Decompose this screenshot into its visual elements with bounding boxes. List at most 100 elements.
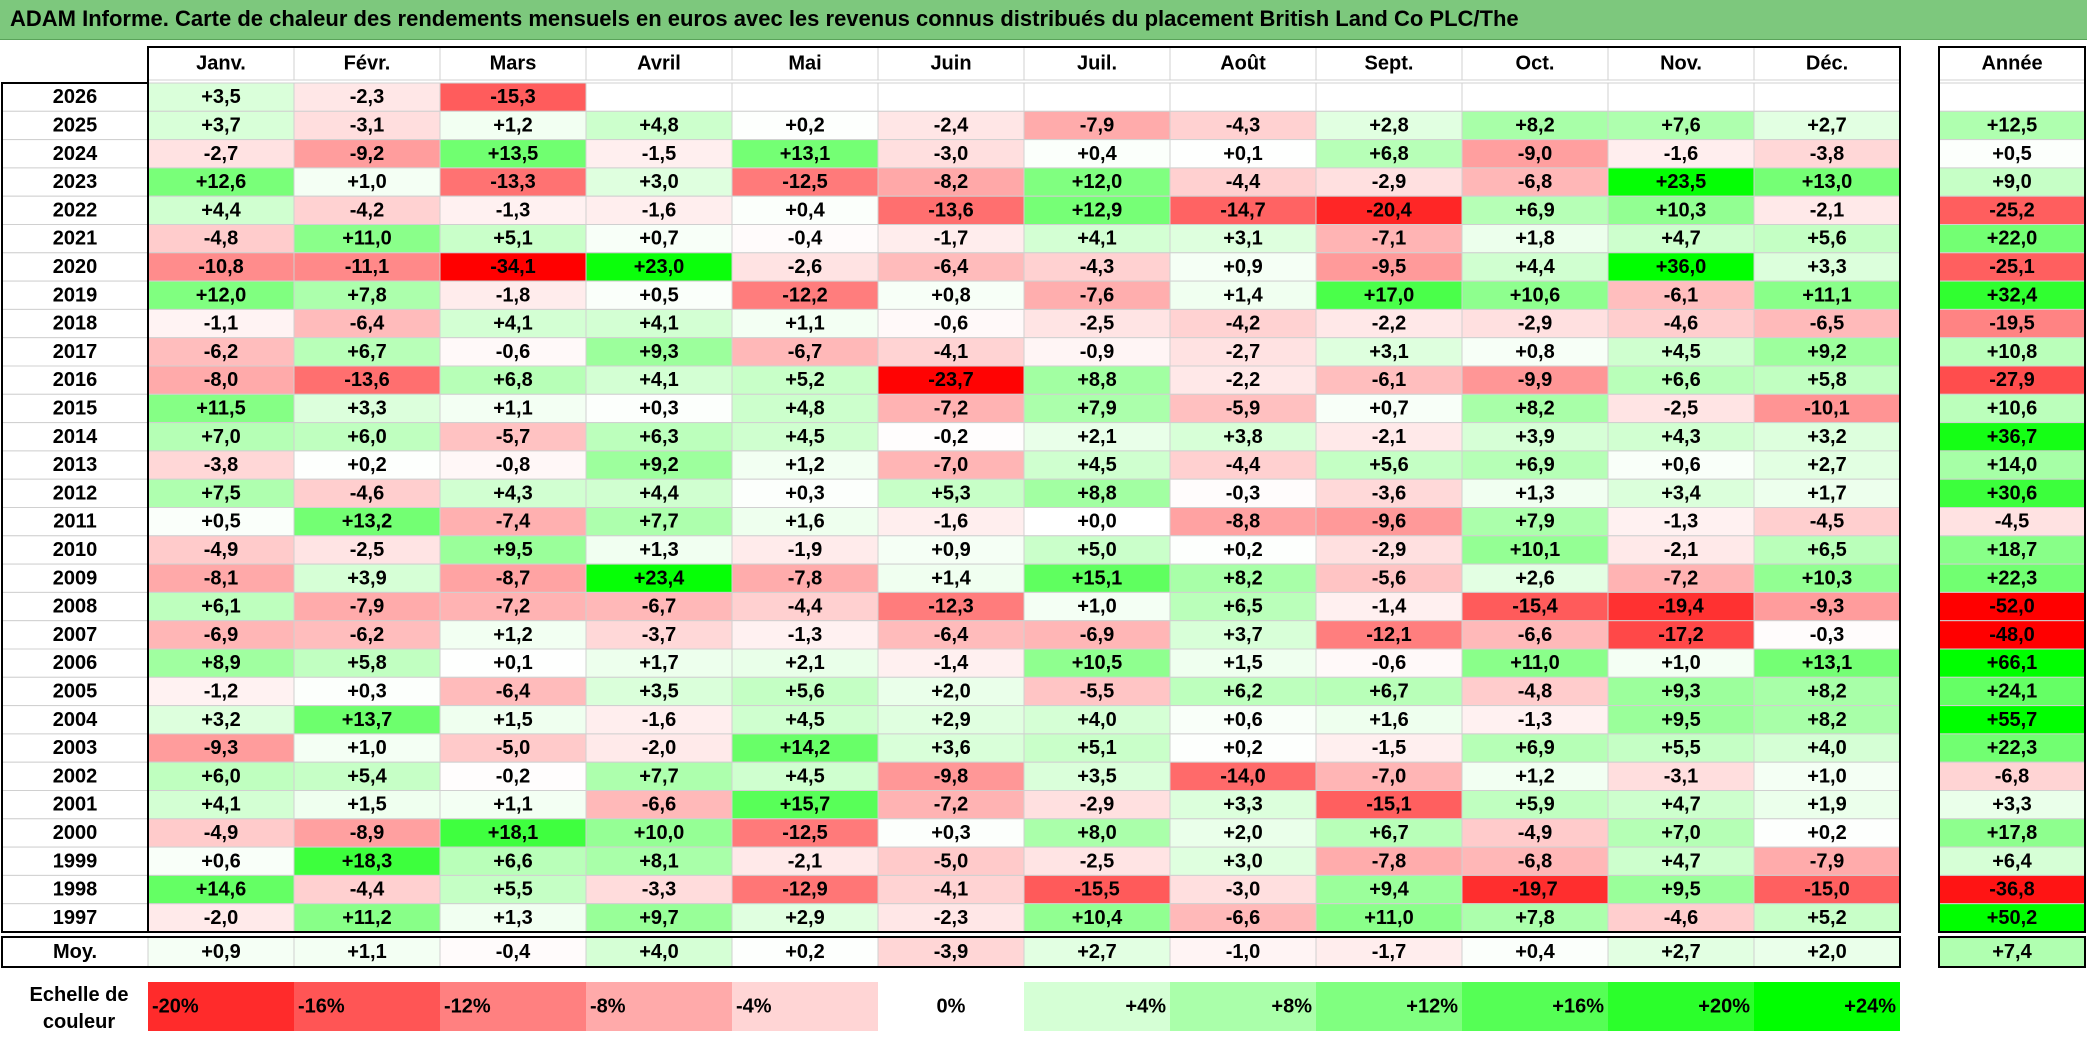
heatmap-cell	[1023, 195, 1171, 225]
heatmap-cell-value: +9,3	[1661, 680, 1700, 702]
heatmap-cell	[585, 818, 733, 848]
heatmap-cell-value: +1,4	[931, 567, 971, 589]
heatmap-cell-value: -3,0	[1226, 879, 1260, 901]
heatmap-cell	[1607, 874, 1755, 905]
heatmap-cell-value: -2,3	[934, 907, 968, 929]
heatmap-cell-value: -2,9	[1372, 539, 1406, 561]
annual-cell-value: -6,8	[1995, 765, 2029, 787]
year-label-cell	[1, 450, 149, 480]
heatmap-cell-value: -4,9	[204, 822, 238, 844]
years-frame	[1, 82, 149, 933]
heatmap-cell	[877, 874, 1025, 905]
heatmap-cell-value: -1,3	[1664, 511, 1698, 533]
scale-swatch	[1316, 982, 1462, 1031]
annual-cell	[1938, 82, 2086, 112]
heatmap-cell-value: +5,6	[1807, 228, 1846, 250]
heatmap-cell	[293, 195, 441, 225]
heatmap-cell-value: -4,4	[1226, 454, 1261, 476]
heatmap-cell	[293, 874, 441, 905]
annual-cell	[1938, 535, 2086, 565]
heatmap-cell-value: -7,9	[1080, 114, 1114, 136]
year-label-cell	[1, 874, 149, 905]
heatmap-cell-value: +1,2	[1515, 765, 1554, 787]
heatmap-cell-value: -1,6	[642, 199, 676, 221]
heatmap-cell-value: -2,9	[1372, 171, 1406, 193]
heatmap-cell	[1169, 450, 1317, 480]
heatmap-cell-value: +8,2	[1515, 397, 1554, 419]
heatmap-cell	[147, 620, 295, 650]
heatmap-cell	[439, 676, 587, 707]
heatmap-cell-value: +5,6	[1369, 454, 1408, 476]
heatmap-cell	[1169, 82, 1317, 112]
heatmap-cell-value: -2,1	[1664, 539, 1698, 561]
heatmap-cell	[877, 195, 1025, 225]
heatmap-cell-value: -4,4	[350, 879, 385, 901]
heatmap-cell-value: +0,2	[1223, 539, 1262, 561]
heatmap-cell-value: +0,2	[347, 454, 386, 476]
heatmap-cell-value: -3,1	[1664, 765, 1698, 787]
scale-label-line1: Echelle de	[30, 984, 129, 1006]
heatmap-cell	[1607, 620, 1755, 650]
heatmap-cell-value: -6,4	[934, 256, 969, 278]
heatmap-cell-value: +10,3	[1656, 199, 1707, 221]
heatmap-cell-value: +1,1	[493, 397, 532, 419]
heatmap-cell-value: -2,5	[1664, 397, 1698, 419]
heatmap-cell	[1023, 110, 1171, 141]
heatmap-cell-value: +8,1	[639, 850, 678, 872]
heatmap-cell-value: +1,1	[493, 794, 532, 816]
average-cell-value: -0,4	[496, 941, 531, 963]
heatmap-cell	[731, 705, 879, 735]
heatmap-cell-value: -6,4	[496, 680, 531, 702]
month-header-cell	[1607, 46, 1755, 81]
heatmap-cell	[1607, 903, 1755, 933]
heatmap-cell-value: +0,4	[1077, 143, 1117, 165]
annual-cell-value: +10,6	[1987, 397, 2038, 419]
year-label: 1998	[53, 879, 98, 901]
heatmap-cell	[293, 393, 441, 424]
heatmap-cell-value: -6,4	[934, 624, 969, 646]
heatmap-cell-value: -6,2	[350, 624, 384, 646]
heatmap-cell-value: -7,2	[496, 596, 530, 618]
heatmap-cell-value: +1,5	[493, 709, 532, 731]
heatmap-cell-value: +6,7	[1369, 822, 1408, 844]
annual-cell-value: -52,0	[1989, 596, 2035, 618]
annual-cell-value: +0,5	[1992, 143, 2031, 165]
annual-cell-value: +36,7	[1987, 426, 2038, 448]
heatmap-cell-value: -11,1	[345, 256, 389, 278]
year-header-label: Année	[1981, 53, 2042, 75]
heatmap-cell-value: +6,6	[1661, 369, 1700, 391]
average-cell-value: -1,7	[1372, 941, 1406, 963]
heatmap-cell-value: +4,5	[1661, 341, 1700, 363]
heatmap-cell	[147, 733, 295, 763]
heatmap-cell-value: -7,1	[1372, 228, 1406, 250]
heatmap-cell	[877, 82, 1025, 112]
heatmap-cell-value: +9,5	[493, 539, 532, 561]
heatmap-cell-value: +1,6	[785, 511, 824, 533]
heatmap-cell-value: -4,9	[204, 539, 238, 561]
heatmap-cell-value: +0,2	[785, 114, 824, 136]
heatmap-cell-value: -3,8	[1810, 143, 1844, 165]
heatmap-cell-value: +11,0	[342, 228, 392, 250]
heatmap-cell-value: -2,7	[204, 143, 238, 165]
heatmap-cell-value: +9,7	[639, 907, 678, 929]
heatmap-cell	[1753, 167, 1901, 197]
heatmap-cell-value: +9,2	[1807, 341, 1846, 363]
heatmap-cell-value: -0,6	[496, 341, 530, 363]
heatmap-cell-value: +0,8	[931, 284, 970, 306]
heatmap-cell-value: +1,9	[1807, 794, 1846, 816]
scale-label: -8%	[590, 996, 626, 1018]
heatmap-cell	[439, 195, 587, 225]
heatmap-cell	[1169, 139, 1317, 169]
heatmap-cell	[293, 422, 441, 452]
heatmap-cell	[731, 224, 879, 254]
annual-cell-value: -25,2	[1989, 199, 2035, 221]
heatmap-cell	[293, 139, 441, 169]
year-label-cell	[1, 82, 149, 112]
heatmap-cell	[1607, 761, 1755, 792]
heatmap-cell	[293, 308, 441, 339]
heatmap-cell-value: -4,5	[1810, 511, 1844, 533]
heatmap-cell-value: -4,6	[1664, 907, 1698, 929]
heatmap-cell	[877, 450, 1025, 480]
year-label: 2026	[53, 86, 98, 108]
heatmap-cell-value: +4,7	[1661, 794, 1700, 816]
